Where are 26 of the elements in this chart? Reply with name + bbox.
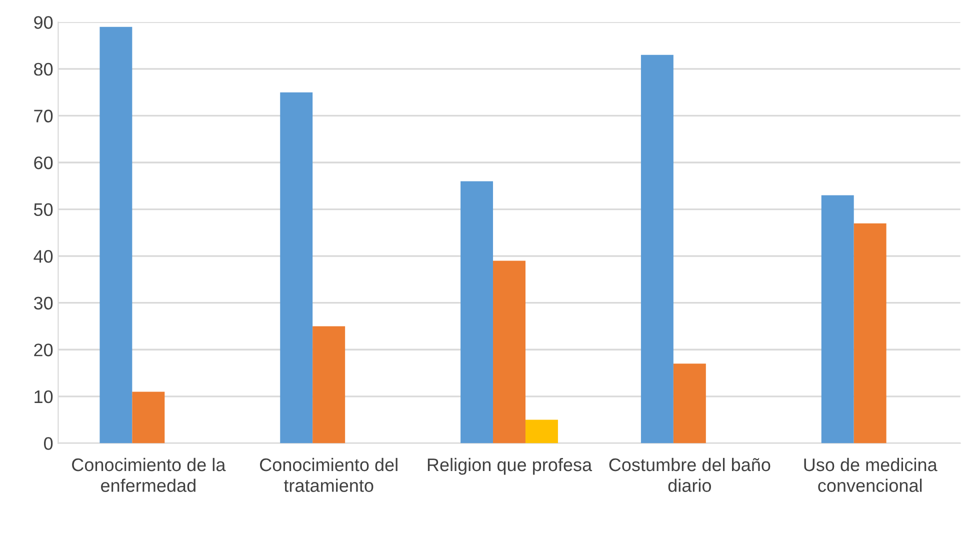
x-tick-label: Conocimiento de la enfermedad (72, 458, 226, 492)
y-tick-label: 10 (34, 390, 53, 404)
x-tick-label: Uso de medicina convencional (804, 458, 938, 492)
bar (460, 181, 494, 444)
y-tick-label: 0 (44, 437, 53, 450)
x-tick-label: Conocimiento del tratamiento (260, 458, 398, 492)
y-tick-label: 50 (34, 203, 53, 216)
y-tick-label: 20 (34, 344, 53, 356)
bar (132, 392, 165, 444)
y-tick-label: 80 (34, 62, 53, 76)
bar (821, 195, 854, 444)
y-tick-label: 40 (34, 250, 53, 263)
bar (493, 260, 526, 444)
bar (640, 54, 674, 444)
y-tick-label: 30 (34, 296, 53, 310)
bar (100, 26, 132, 444)
y-tick-label: 70 (34, 110, 53, 122)
x-tick-label: Costumbre del baño diario (609, 458, 770, 492)
y-tick-label: 90 (34, 16, 53, 29)
x-tick-label: Religion que profesa (428, 458, 592, 475)
bar (673, 364, 706, 444)
y-tick-label: 60 (34, 156, 53, 170)
bar (854, 223, 886, 444)
bar (525, 420, 558, 444)
bar (280, 92, 313, 444)
bar (312, 326, 346, 444)
